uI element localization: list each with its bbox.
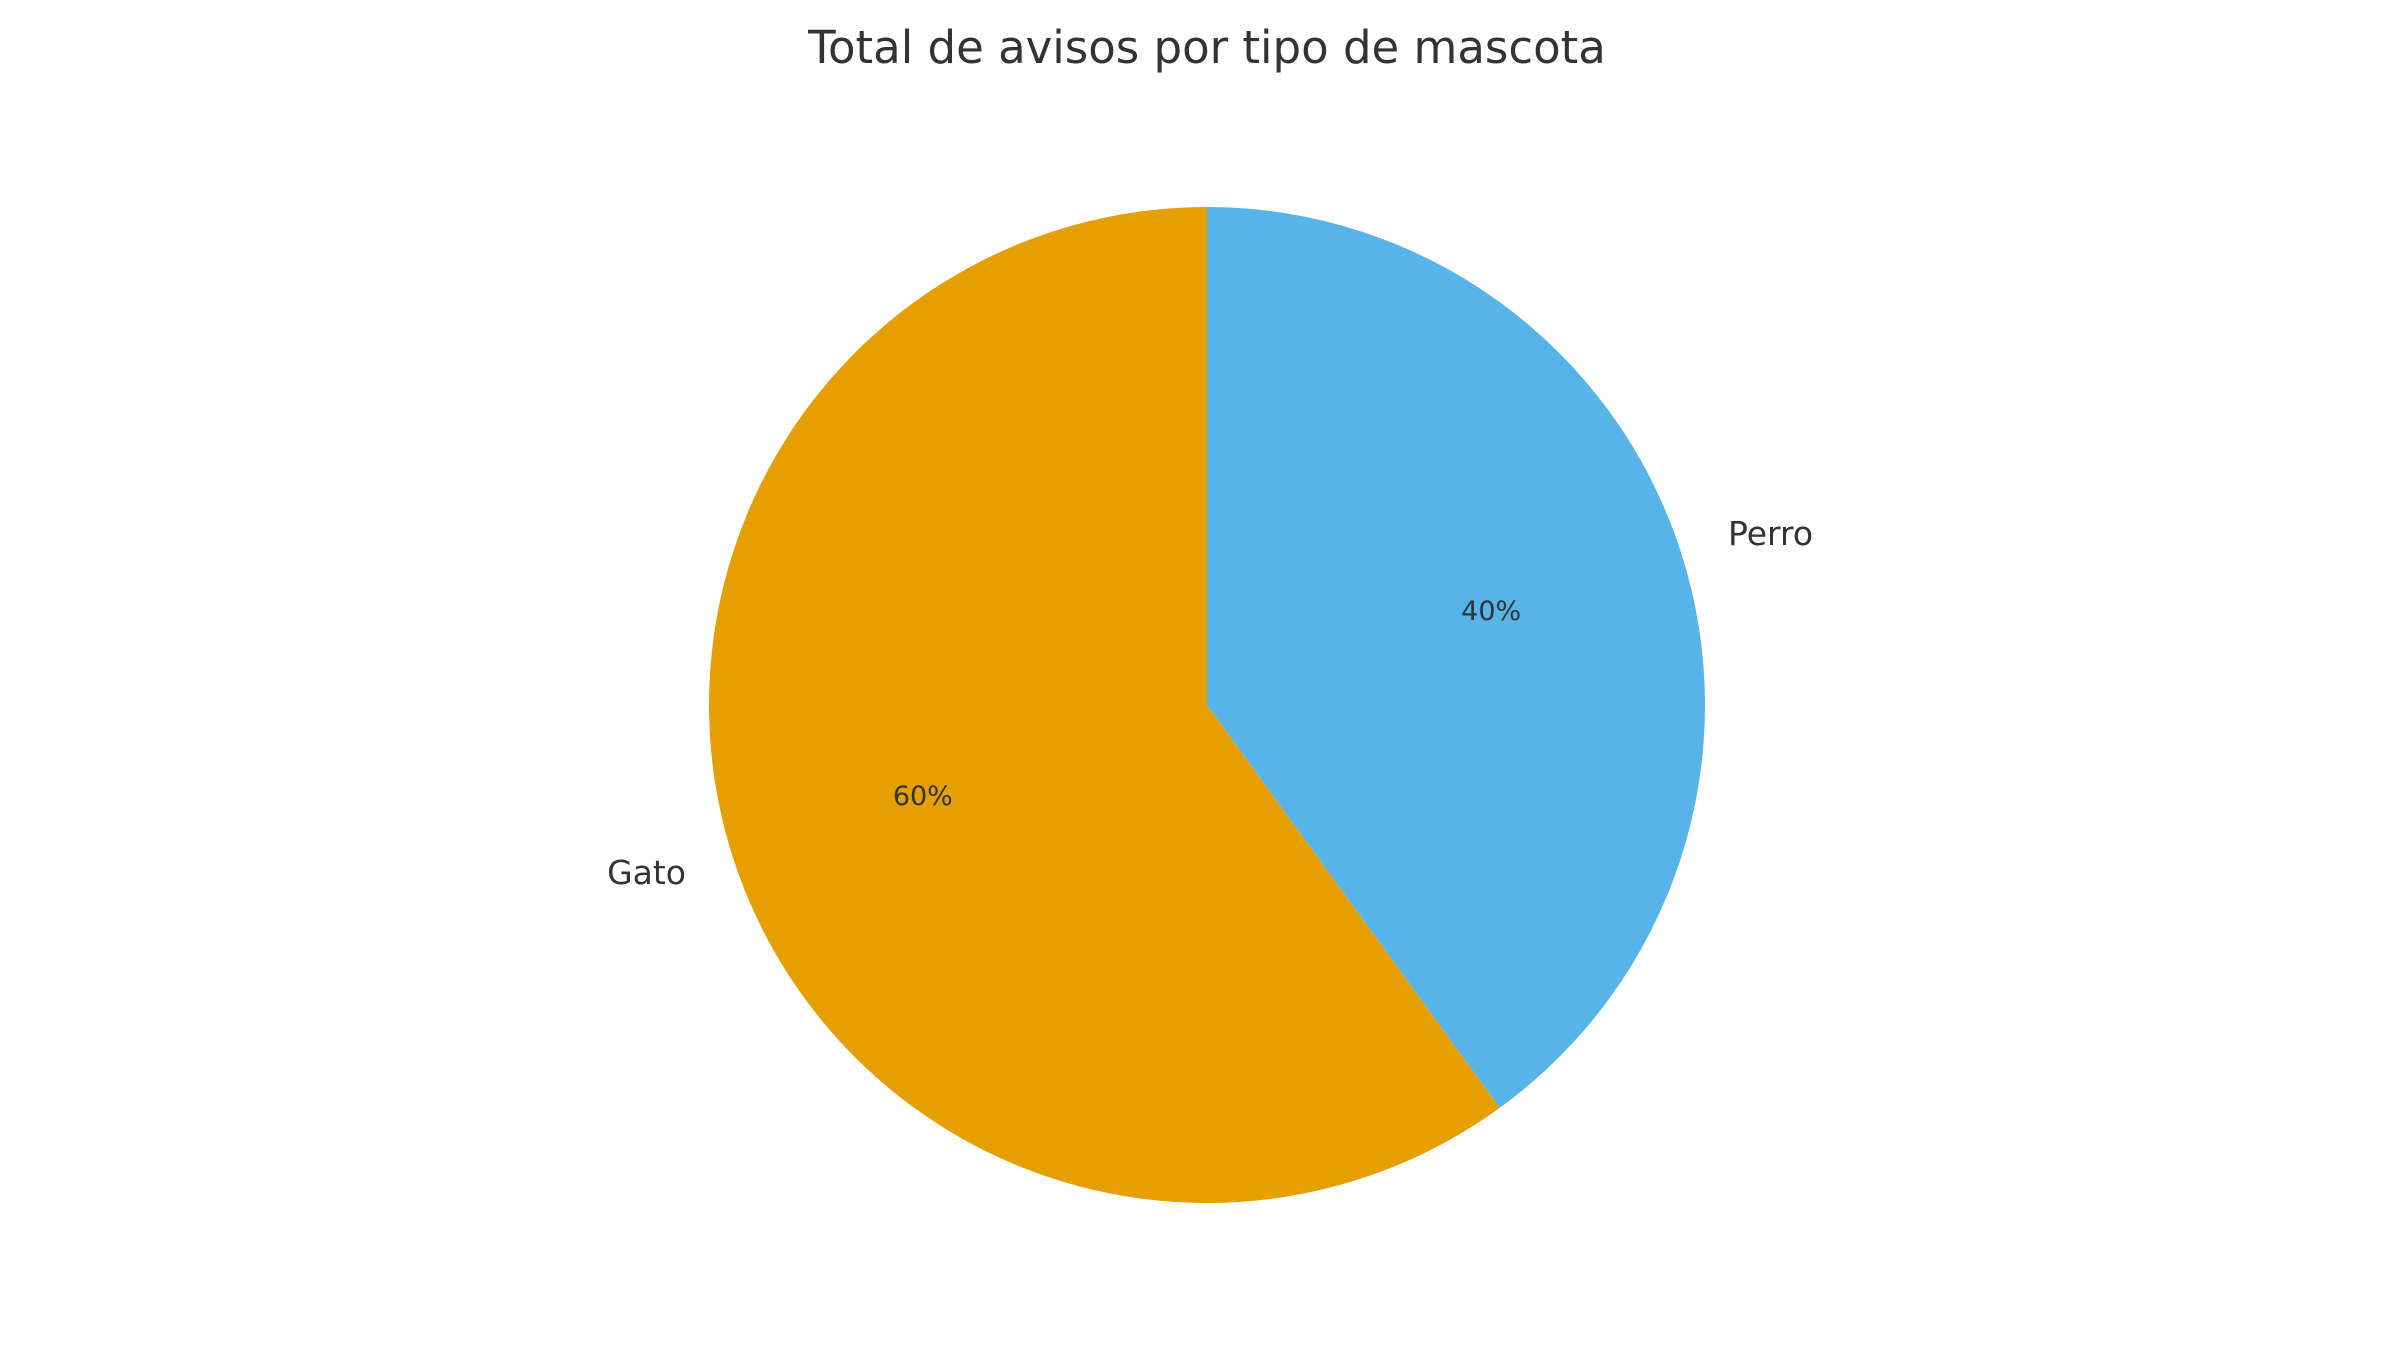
slice-percent-perro: 40% xyxy=(1461,596,1521,627)
pie-labels: Perro 40% Gato 60% xyxy=(607,514,1813,892)
pie-slice-gato xyxy=(708,207,1500,1203)
chart-title: Total de avisos por tipo de mascota xyxy=(807,21,1606,74)
pie-slices xyxy=(708,207,1705,1203)
slice-label-gato: Gato xyxy=(607,853,686,892)
pie-slice-perro xyxy=(1207,207,1705,1108)
slice-label-perro: Perro xyxy=(1728,514,1813,553)
slice-percent-gato: 60% xyxy=(893,781,953,812)
